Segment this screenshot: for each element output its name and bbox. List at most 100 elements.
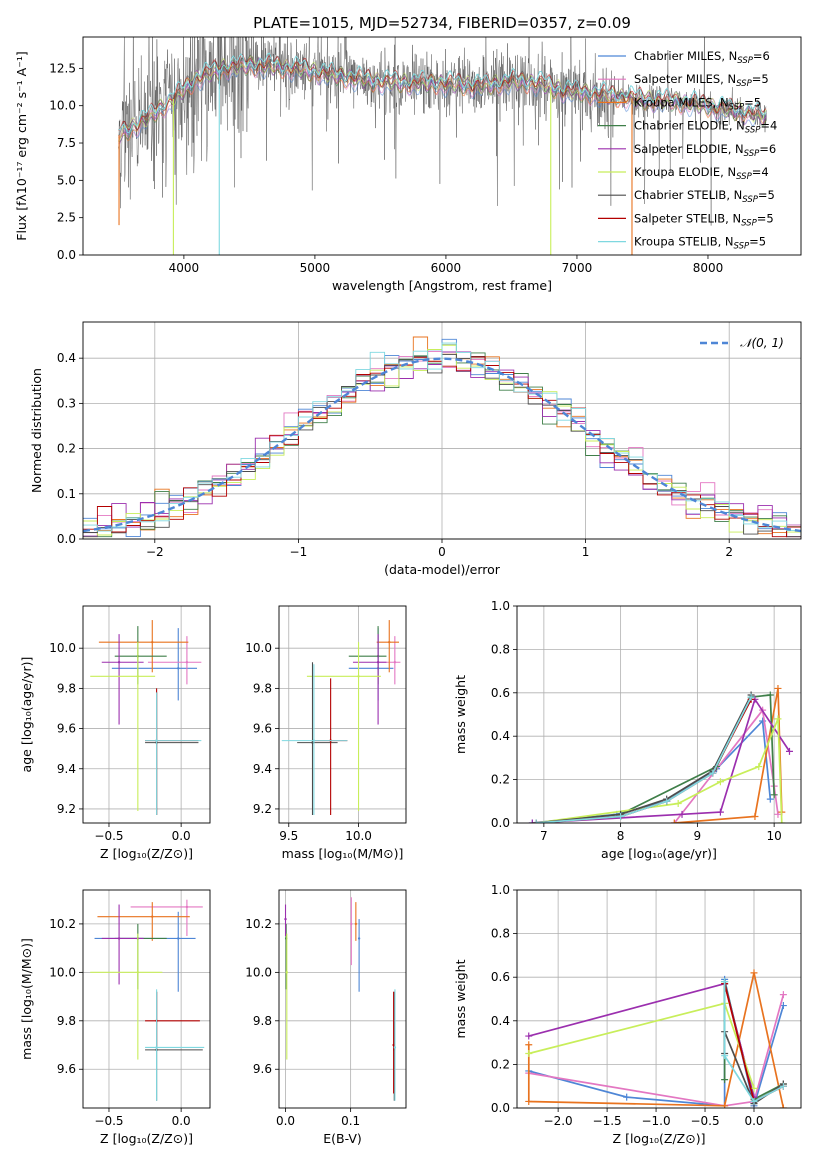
legend-entry: Chabrier ELODIE, NSSP=4 <box>634 119 777 136</box>
y-tick-label: 2.5 <box>57 211 76 225</box>
weight-point-marker <box>532 819 540 823</box>
weight-point-marker <box>721 1076 729 1084</box>
y-axis-label: Normed distribution <box>29 368 44 493</box>
x-tick-label: 10 <box>766 829 781 843</box>
x-tick-label: −1.0 <box>641 1114 670 1128</box>
x-tick-label: 0.0 <box>276 1114 295 1128</box>
weight-point-marker <box>525 1050 533 1057</box>
data-point <box>354 922 358 926</box>
data-point <box>392 1043 395 1047</box>
data-point <box>117 937 121 940</box>
legend-entry-count: =6 <box>759 142 776 156</box>
legend-entry: Chabrier STELIB, NSSP=5 <box>634 188 775 205</box>
x-axis-label: (data-model)/error <box>384 562 501 577</box>
weight-point-marker <box>779 1104 787 1108</box>
legend-entry: Kroupa MILES, NSSP=5 <box>634 95 761 112</box>
legend-entry-name: Chabrier MILES, N <box>634 49 737 63</box>
x-tick-label: 0.0 <box>172 1114 191 1128</box>
x-tick-label: −0.5 <box>94 1114 123 1128</box>
x-tick-label: 7000 <box>562 261 593 275</box>
y-tick-label: 7.5 <box>57 136 76 150</box>
weight-point-marker <box>750 1084 758 1092</box>
data-point <box>376 661 380 664</box>
data-point <box>177 667 180 670</box>
residual-histogram <box>83 342 801 532</box>
data-point <box>117 661 121 664</box>
x-tick-label: 6000 <box>431 261 462 275</box>
data-point <box>136 675 140 678</box>
y-tick-label: 9.6 <box>57 1062 76 1076</box>
y-tick-label: 9.6 <box>253 722 272 736</box>
plot-area-mass_age <box>281 620 401 815</box>
y-tick-label: 10.0 <box>49 641 76 655</box>
x-axis-label: Z [log₁₀(Z/Z⊙)] <box>613 1131 706 1146</box>
x-axis-label: E(B-V) <box>323 1131 362 1146</box>
weight-point-marker <box>623 1093 631 1101</box>
legend-entry: Kroupa STELIB, NSSP=5 <box>634 235 766 252</box>
y-tick-label: 0.0 <box>57 248 76 262</box>
y-tick-label: 9.4 <box>253 762 272 776</box>
y-tick-label: 0.3 <box>57 396 76 410</box>
data-point <box>151 640 154 644</box>
plot-area-age_weight <box>528 684 793 823</box>
y-tick-label: 0.2 <box>491 773 510 787</box>
panel-z_age: −0.5 0.0 9.2 9.4 9.6 9.8 10.0 Z [log₁₀(Z/Z⊙)] ag… <box>19 605 211 861</box>
y-axis-label: Flux [fλ10⁻¹⁷ erg cm⁻² s⁻¹ A⁻¹] <box>14 51 29 240</box>
axes-frame <box>82 36 802 256</box>
y-tick-label: 12.5 <box>49 61 76 75</box>
legend-entry-sub: SSP <box>742 195 758 205</box>
legend-entry-count: =4 <box>752 165 769 179</box>
weight-point-marker <box>678 810 686 818</box>
y-tick-label: 0.2 <box>491 1057 510 1071</box>
y-tick-label: 9.8 <box>57 1014 76 1028</box>
x-tick-label: −0.5 <box>690 1114 719 1128</box>
plot-area-spectrum <box>118 37 768 255</box>
x-tick-label: 0.0 <box>172 829 191 843</box>
x-tick-label: 9.5 <box>279 829 298 843</box>
legend-entry-sub: SSP <box>741 218 757 228</box>
weight-point-marker <box>525 1041 533 1049</box>
x-tick-label: 5000 <box>300 261 331 275</box>
plot-area-z_mass <box>90 899 205 1101</box>
data-point <box>311 741 314 744</box>
weight-point-marker <box>774 684 782 692</box>
y-tick-label: 9.6 <box>57 722 76 736</box>
y-tick-label: 10.2 <box>49 917 76 931</box>
data-point <box>284 917 287 921</box>
x-tick-label: 4000 <box>169 261 200 275</box>
y-tick-label: 0.2 <box>57 442 76 456</box>
weight-point-marker <box>766 795 774 803</box>
legend-entry: Chabrier MILES, NSSP=6 <box>634 49 770 66</box>
legend-entry-sub: SSP <box>729 102 745 112</box>
x-axis-label: age [log₁₀(age/yr)] <box>601 846 717 861</box>
legend-entry-name: Chabrier STELIB, N <box>634 188 742 202</box>
y-tick-label: 0.4 <box>491 729 510 743</box>
y-axis-label: age [log₁₀(age/yr)] <box>19 657 34 773</box>
data-point <box>177 937 180 940</box>
x-tick-label: −1.5 <box>593 1114 622 1128</box>
axes-frame <box>516 889 802 1109</box>
y-tick-label: 0.8 <box>491 927 510 941</box>
x-axis-label: Z [log₁₀(Z/Z⊙)] <box>100 846 193 861</box>
axes-frame <box>516 605 802 824</box>
y-tick-label: 10.0 <box>245 641 272 655</box>
legend-entry: 𝒩(0, 1) <box>740 336 784 350</box>
weight-point-marker <box>755 763 763 771</box>
y-tick-label: 0.8 <box>491 642 510 656</box>
normal-curve-line <box>83 357 801 533</box>
data-point <box>185 905 189 909</box>
legend-entry-name: Kroupa STELIB, N <box>634 235 734 249</box>
y-tick-label: 0.1 <box>57 487 76 501</box>
data-point <box>388 640 391 644</box>
y-tick-label: 9.2 <box>57 802 76 816</box>
y-tick-label: 0.0 <box>57 532 76 546</box>
panel-z_mass: −0.5 0.0 9.6 9.8 10.0 10.2 Z [log₁₀(Z/Z⊙)] mass… <box>19 889 211 1146</box>
plot-area-z_weight <box>525 969 787 1108</box>
panel-ebv_mass: 0.0 0.1 9.6 9.8 10.0 10.2 E(B-V) <box>245 889 407 1146</box>
x-tick-label: 1 <box>582 545 590 559</box>
x-tick-label: 9 <box>694 829 702 843</box>
weight-point-marker <box>778 819 786 823</box>
x-tick-label: −2.0 <box>544 1114 573 1128</box>
legend-entry-sub: SSP <box>744 149 760 159</box>
legend-entry-count: =5 <box>749 235 766 249</box>
